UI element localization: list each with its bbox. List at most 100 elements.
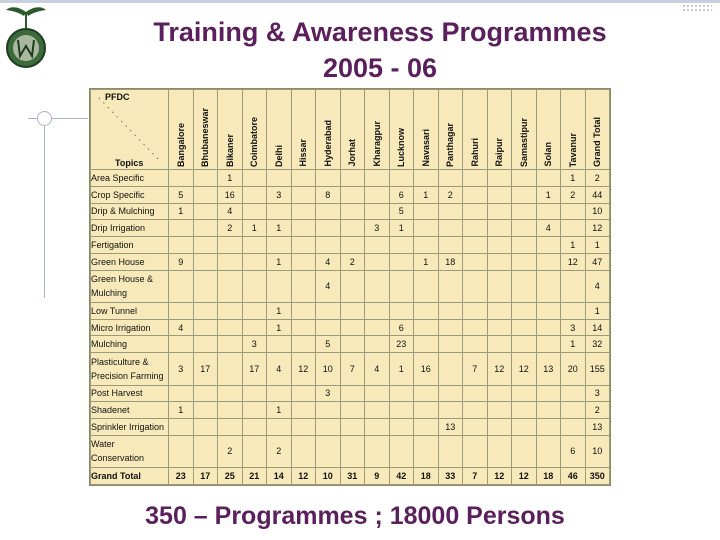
table-cell — [192, 335, 218, 354]
table-cell — [535, 252, 561, 271]
grand-total-row: Grand Total 23 17 25 21 14 12 10 31 9 42 18 33 7 12 12 1… — [90, 467, 610, 485]
table-cell — [192, 185, 218, 204]
table-cell — [266, 335, 292, 354]
table-cell — [437, 236, 463, 254]
row-topic: Plasticulture & Precision Farming — [90, 352, 169, 386]
table-cell: 10 — [584, 434, 610, 469]
slide-footer-summary: 350 – Programmes ; 18000 Persons — [145, 502, 565, 530]
title-line-2: 2005 - 06 — [322, 53, 438, 83]
table-cell — [266, 269, 292, 303]
table-cell — [241, 384, 267, 403]
table-cell: 2 — [437, 185, 463, 204]
table-cell — [217, 352, 243, 386]
table-cell — [462, 269, 488, 303]
table-cell: 4 — [584, 269, 610, 303]
table-cell — [315, 401, 341, 420]
column-header: Raipur — [486, 89, 512, 170]
column-header: Kharagpur — [364, 89, 390, 170]
table-cell: 5 — [315, 335, 341, 354]
table-cell: 33 — [437, 467, 463, 485]
organization-logo — [6, 7, 46, 68]
table-cell — [437, 434, 463, 469]
table-cell — [413, 202, 439, 221]
table-cell: 1 — [560, 335, 586, 354]
table-cell: 23 — [388, 335, 414, 354]
table-cell: 3 — [168, 352, 194, 386]
table-cell — [290, 202, 316, 221]
table-cell — [364, 401, 390, 420]
table-cell — [535, 236, 561, 254]
table-cell — [437, 335, 463, 354]
table-cell: 1 — [584, 236, 610, 254]
table-cell — [217, 401, 243, 420]
column-header-label: Bhubaneswar — [200, 107, 211, 167]
table-cell: 3 — [364, 219, 390, 237]
table-cell — [290, 384, 316, 403]
table-cell — [241, 236, 267, 254]
table-cell — [413, 269, 439, 303]
table-cell: 1 — [584, 301, 610, 320]
table-cell: 4 — [315, 252, 341, 271]
table-body: Area Specific 1 1 2 Crop Specific 5 16 3 8 6 1 2 1 2 4… — [90, 169, 610, 485]
table-cell — [535, 202, 561, 221]
column-header: Hissar — [290, 89, 316, 170]
table-cell — [535, 434, 561, 469]
table-cell — [192, 418, 218, 436]
table-cell: 1 — [168, 401, 194, 420]
table-cell: 4 — [168, 318, 194, 337]
column-header: Samastipur — [511, 89, 537, 170]
column-header-label: Raipur — [494, 138, 505, 167]
table-cell — [486, 318, 512, 337]
table-cell — [364, 269, 390, 303]
table-cell: 17 — [192, 352, 218, 386]
table-cell — [241, 202, 267, 221]
table-cell: 17 — [192, 467, 218, 485]
table-cell — [290, 185, 316, 204]
table-cell — [266, 418, 292, 436]
table-header-row: PFDC Topics Bangalore Bhubaneswar Bikaner C… — [90, 89, 610, 170]
table-cell — [486, 434, 512, 469]
table-cell: 8 — [315, 185, 341, 204]
row-topic: Crop Specific — [90, 185, 169, 204]
table-cell — [290, 301, 316, 320]
table-cell: 20 — [560, 352, 586, 386]
table-cell — [290, 318, 316, 337]
table-cell — [560, 301, 586, 320]
table-cell: 9 — [364, 467, 390, 485]
column-header: Jorhat — [339, 89, 365, 170]
table-cell — [168, 418, 194, 436]
column-header: Coimbatore — [241, 89, 267, 170]
table-cell — [388, 418, 414, 436]
column-header-label: Hyderabad — [322, 120, 333, 167]
table-cell: 21 — [241, 467, 267, 485]
table-cell: 4 — [217, 202, 243, 221]
column-header: Tavanur — [560, 89, 586, 170]
decorative-horizontal-line — [28, 118, 88, 119]
table-row: Area Specific 1 1 2 — [90, 169, 610, 187]
table-row: Mulching 3 5 23 1 32 — [90, 335, 610, 354]
table-cell — [168, 269, 194, 303]
table-cell — [315, 169, 341, 187]
row-topic: Low Tunnel — [90, 301, 169, 320]
column-header-label: Delhi — [273, 144, 284, 167]
table-cell: 31 — [339, 467, 365, 485]
table-cell: 7 — [462, 467, 488, 485]
table-cell — [388, 252, 414, 271]
table-row: Drip Irrigation 2 1 1 3 1 4 12 — [90, 219, 610, 237]
table-cell — [511, 202, 537, 221]
table-cell — [511, 434, 537, 469]
table-cell — [535, 169, 561, 187]
column-header-label: Navasari — [420, 129, 431, 167]
table-cell — [462, 202, 488, 221]
column-header-label: Hissar — [298, 139, 309, 167]
table-cell — [388, 236, 414, 254]
table-cell — [388, 269, 414, 303]
row-topic: Area Specific — [90, 169, 169, 187]
table-cell — [168, 335, 194, 354]
row-topic: Water Conservation — [90, 434, 169, 469]
table-cell: 25 — [217, 467, 243, 485]
table-cell: 1 — [560, 169, 586, 187]
table-cell — [241, 269, 267, 303]
table-cell: 42 — [388, 467, 414, 485]
table-cell — [217, 318, 243, 337]
